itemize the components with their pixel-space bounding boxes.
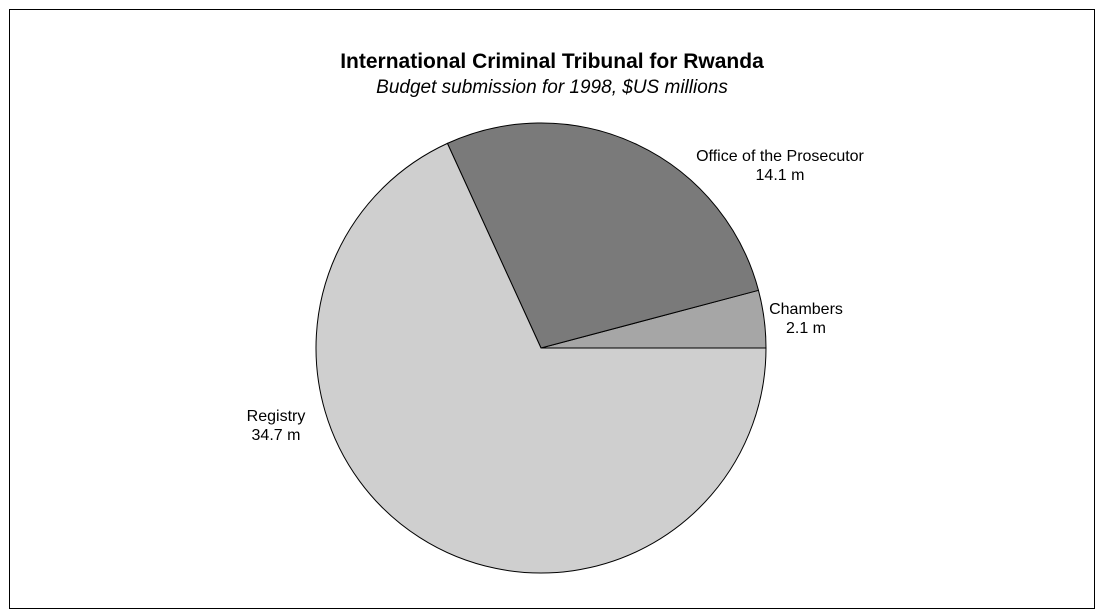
slice-label-chambers: Chambers 2.1 m — [769, 301, 843, 337]
pie-slice-office-of-the-prosecutor — [446, 122, 760, 349]
pie-slices — [315, 122, 767, 574]
pie-labels: Chambers 2.1 m Office of the Prosecutor 14.… — [247, 148, 865, 444]
slice-label-office-of-the-prosecutor: Office of the Prosecutor 14.1 m — [696, 148, 864, 184]
slice-label-registry: Registry 34.7 m — [247, 408, 306, 444]
chart-subtitle: Budget submission for 1998, $US millions — [376, 77, 728, 98]
pie-slice-registry — [315, 142, 767, 574]
chart-title: International Criminal Tribunal for Rwan… — [340, 50, 764, 73]
